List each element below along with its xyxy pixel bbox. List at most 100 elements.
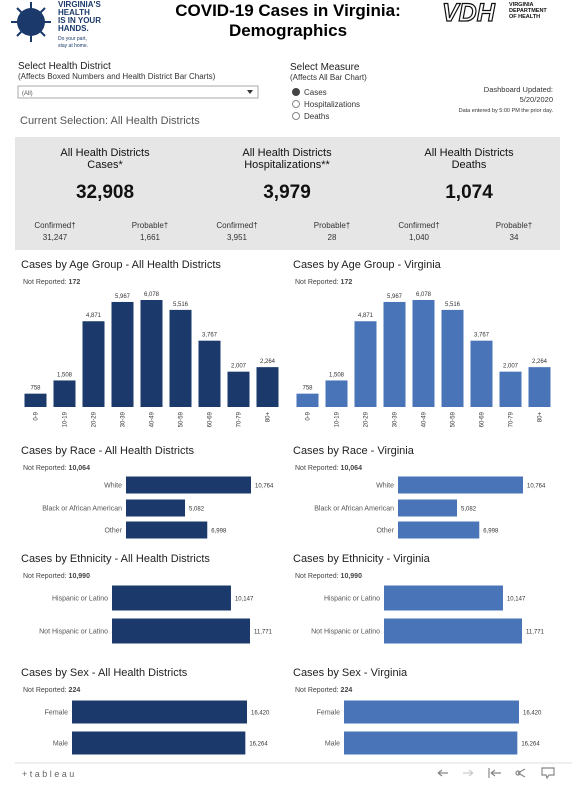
y-tick-label: Not Hispanic or Latino <box>39 629 108 636</box>
value-label: 5,967 <box>115 294 131 300</box>
value-label: 6,078 <box>144 292 160 298</box>
summary-item-value: 3,951 <box>227 233 248 242</box>
x-tick-label: 20-29 <box>364 411 370 427</box>
note-label: Not Reported: <box>23 465 67 472</box>
radio[interactable] <box>292 88 300 96</box>
value-label: 2,264 <box>532 359 548 365</box>
radio[interactable] <box>292 112 300 120</box>
value-label: 6,998 <box>211 529 227 535</box>
bar <box>256 367 279 407</box>
bar <box>499 371 522 407</box>
filter-label: Select Measure <box>290 62 360 73</box>
x-tick-label: 30-39 <box>121 411 127 427</box>
y-tick-label: Other <box>376 528 394 535</box>
note-value: 10,990 <box>341 573 363 580</box>
summary-item-label: Probable† <box>132 221 168 230</box>
chart-title: Cases by Race - All Health Districts <box>21 445 194 457</box>
undo-icon[interactable] <box>437 769 448 777</box>
value-label: 2,264 <box>260 359 276 365</box>
share-icon[interactable] <box>515 768 526 778</box>
summary-item-value: 1,661 <box>140 233 161 242</box>
value-label: 10,764 <box>527 484 546 490</box>
logo-right: VDH VIRGINIA DEPARTMENT OF HEALTH <box>441 0 547 28</box>
note: Not Reported: 224 <box>23 687 80 694</box>
value-label: 6,078 <box>416 292 432 298</box>
bar <box>82 321 105 407</box>
summary-item-label: Probable† <box>496 221 532 230</box>
bar <box>227 371 250 407</box>
toolbar-icons <box>437 767 555 780</box>
radio-label[interactable]: Deaths <box>304 112 329 121</box>
y-tick-label: Black or African American <box>314 506 394 513</box>
summary-item-label: Probable† <box>314 221 350 230</box>
radio-label[interactable]: Hospitalizations <box>304 100 360 109</box>
note: Not Reported: 10,064 <box>23 465 90 472</box>
radio-label[interactable]: Cases <box>304 88 327 97</box>
summary-total: 32,908 <box>76 182 134 203</box>
value-label: 4,871 <box>86 313 102 319</box>
value-label: 5,082 <box>461 507 477 513</box>
summary-title: Hospitalizations** <box>244 159 330 171</box>
bar <box>398 499 458 517</box>
logo-line: HANDS. <box>58 24 89 33</box>
redo-icon[interactable] <box>463 769 474 777</box>
logo-line: OF HEALTH <box>509 14 540 20</box>
bar <box>344 700 519 724</box>
note: Not Reported: 10,064 <box>295 465 362 472</box>
value-label: 5,516 <box>445 302 461 308</box>
value-label: 1,508 <box>329 372 345 378</box>
x-tick-label: 10-19 <box>335 411 341 427</box>
x-tick-label: 0-9 <box>34 411 40 420</box>
chart-title: Cases by Ethnicity - Virginia <box>293 553 431 565</box>
value-label: 2,007 <box>231 364 247 370</box>
summary-title: Cases* <box>87 159 123 171</box>
value-label: 758 <box>302 386 313 392</box>
value-label: 11,771 <box>526 630 545 636</box>
note-value: 10,064 <box>69 465 91 472</box>
chart-title: Cases by Sex - All Health Districts <box>21 667 188 679</box>
district-dropdown[interactable] <box>17 85 259 99</box>
bar <box>398 521 480 539</box>
note: Not Reported: 172 <box>23 279 80 286</box>
x-tick-label: 80+ <box>538 412 544 423</box>
value-label: 10,764 <box>255 484 274 490</box>
radio[interactable] <box>292 100 300 108</box>
bar <box>112 585 231 611</box>
value-label: 16,264 <box>249 742 268 748</box>
y-tick-label: Other <box>104 528 122 535</box>
note-value: 224 <box>341 687 353 694</box>
bar <box>53 380 76 407</box>
y-tick-label: Hispanic or Latino <box>324 596 380 603</box>
note-label: Not Reported: <box>23 279 67 286</box>
bar <box>72 700 247 724</box>
summary-total: 1,074 <box>445 182 493 203</box>
note-label: Not Reported: <box>23 573 67 580</box>
filter-note: (Affects Boxed Numbers and Health Distri… <box>18 72 216 81</box>
note-label: Not Reported: <box>295 465 339 472</box>
note-value: 10,064 <box>341 465 363 472</box>
y-tick-label: Black or African American <box>42 506 122 513</box>
logo-line: VIRGINIA'S <box>58 0 101 9</box>
summary-item-value: 1,040 <box>409 233 430 242</box>
updated-note: Data entered by 5:00 PM the prior day. <box>459 108 554 114</box>
bar <box>126 521 208 539</box>
comment-icon[interactable] <box>541 767 555 780</box>
bar <box>126 499 186 517</box>
x-tick-label: 30-39 <box>393 411 399 427</box>
value-label: 4,871 <box>358 313 374 319</box>
note: Not Reported: 10,990 <box>23 573 90 580</box>
x-tick-label: 50-59 <box>179 411 185 427</box>
toolbar-brand[interactable]: + t a b l e a u <box>22 769 74 779</box>
summary-item-value: 28 <box>328 233 337 242</box>
bar <box>126 476 251 494</box>
value-label: 16,420 <box>251 711 270 717</box>
logo-tagline: Do your part, <box>58 36 87 42</box>
page-title: COVID-19 Cases in Virginia: <box>175 1 400 20</box>
value-label: 3,767 <box>474 333 490 339</box>
logo-tagline: stay at home. <box>58 43 88 49</box>
y-tick-label: Not Hispanic or Latino <box>311 629 380 636</box>
x-tick-label: 40-49 <box>422 411 428 427</box>
revert-icon[interactable] <box>488 768 501 778</box>
summary-item-label: Confirmed† <box>216 221 257 230</box>
